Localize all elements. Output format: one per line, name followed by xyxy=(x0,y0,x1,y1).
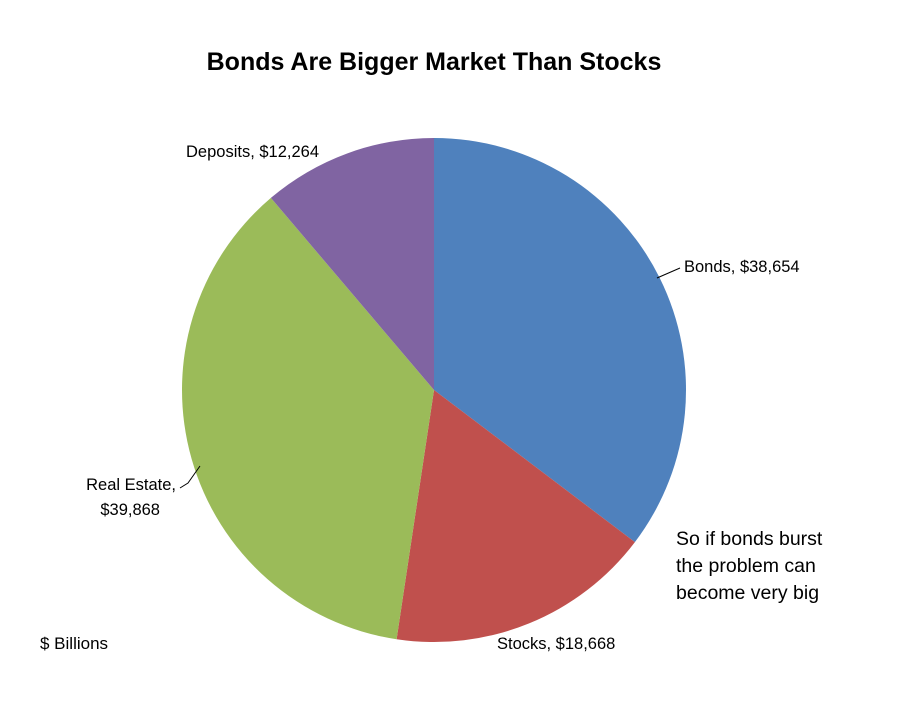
leader-lines xyxy=(179,267,681,489)
leader-line-real-estate xyxy=(179,465,201,489)
leader-line-bonds xyxy=(656,267,681,279)
annotation-line: So if bonds burst xyxy=(676,528,823,550)
slice-label-bonds: Bonds, $38,654 xyxy=(684,258,800,276)
slice-labels: Bonds, $38,654 Stocks, $18,668 Real Estate… xyxy=(86,143,800,653)
chart-title: Bonds Are Bigger Market Than Stocks xyxy=(206,48,662,76)
slice-label-deposits: Deposits, $12,264 xyxy=(186,143,319,161)
slice-label-real-estate: Real Estate, xyxy=(86,476,176,494)
slice-label-stocks: Stocks, $18,668 xyxy=(497,635,615,653)
pie-slice-bonds xyxy=(434,138,687,543)
annotation-text: So if bonds burst the problem can become… xyxy=(676,526,876,607)
units-label: $ Billions xyxy=(40,634,109,653)
pie-slice-real-estate xyxy=(182,197,434,640)
annotation-line: become very big xyxy=(676,582,820,604)
pie-slices xyxy=(182,138,687,643)
pie-slice-stocks xyxy=(396,390,635,643)
pie-slice-deposits xyxy=(270,138,434,390)
annotation-line: the problem can xyxy=(676,555,816,577)
slice-value-label-real-estate: $39,868 xyxy=(100,501,160,519)
